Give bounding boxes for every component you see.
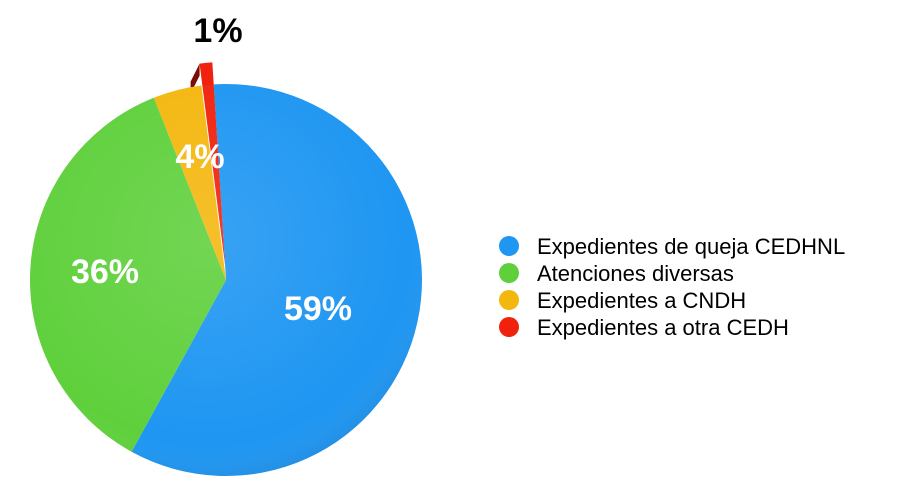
slice-label-expedientes-a-otra-cedh: 1% (193, 12, 242, 50)
legend-label-expedientes-de-queja-cedhnl: Expedientes de queja CEDHNL (537, 234, 845, 259)
legend-marker-expedientes-a-otra-cedh (499, 317, 519, 337)
legend-marker-expedientes-de-queja-cedhnl (499, 236, 519, 256)
slice-label-expedientes-de-queja-cedhnl: 59% (284, 290, 352, 328)
pie-slice-labels: 59% 36% 4% 1% (71, 12, 352, 328)
legend-marker-expedientes-a-cndh (499, 290, 519, 310)
legend-label-expedientes-a-cndh: Expedientes a CNDH (537, 288, 746, 313)
legend-label-atenciones-diversas: Atenciones diversas (537, 261, 734, 286)
legend-marker-atenciones-diversas (499, 263, 519, 283)
legend-label-expedientes-a-otra-cedh: Expedientes a otra CEDH (537, 315, 789, 340)
slice-label-atenciones-diversas: 36% (71, 253, 139, 291)
slice-label-expedientes-a-cndh: 4% (175, 138, 224, 176)
